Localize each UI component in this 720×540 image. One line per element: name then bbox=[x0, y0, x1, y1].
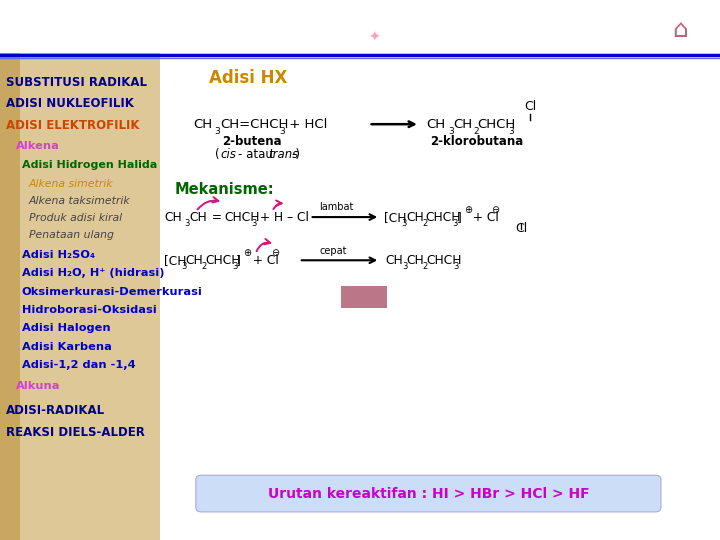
Text: ✦: ✦ bbox=[369, 31, 380, 45]
Text: Penataan ulang: Penataan ulang bbox=[29, 231, 114, 240]
Text: 3: 3 bbox=[452, 219, 457, 228]
Text: 2-butena: 2-butena bbox=[222, 135, 282, 148]
FancyBboxPatch shape bbox=[0, 0, 720, 61]
Text: SUBSTITUSI RADIKAL: SUBSTITUSI RADIKAL bbox=[6, 76, 147, 89]
Text: [CH: [CH bbox=[384, 211, 407, 224]
Text: Adisi Karbena: Adisi Karbena bbox=[22, 342, 112, 352]
Text: 2-klorobutana: 2-klorobutana bbox=[430, 135, 523, 148]
FancyBboxPatch shape bbox=[196, 475, 661, 512]
Text: ]: ] bbox=[456, 211, 462, 224]
Text: ADISI NUKLEOFILIK: ADISI NUKLEOFILIK bbox=[6, 97, 134, 110]
Text: trans: trans bbox=[269, 148, 299, 161]
Text: + H – Cl: + H – Cl bbox=[256, 211, 309, 224]
Text: 3: 3 bbox=[233, 262, 238, 271]
Text: Urutan kereaktifan : HI > HBr > HCl > HF: Urutan kereaktifan : HI > HBr > HCl > HF bbox=[268, 487, 589, 501]
Text: Produk adisi kiral: Produk adisi kiral bbox=[29, 213, 122, 223]
FancyBboxPatch shape bbox=[160, 53, 720, 540]
Text: Oksimerkurasi-Demerkurasi: Oksimerkurasi-Demerkurasi bbox=[22, 287, 202, 296]
Text: -): -) bbox=[292, 148, 301, 161]
Text: (: ( bbox=[215, 148, 219, 161]
Text: Alkuna: Alkuna bbox=[16, 381, 60, 390]
Text: Adisi-1,2 dan -1,4: Adisi-1,2 dan -1,4 bbox=[22, 360, 135, 370]
Text: ADISI ELEKTROFILIK: ADISI ELEKTROFILIK bbox=[6, 119, 139, 132]
Text: Alkena simetrik: Alkena simetrik bbox=[29, 179, 113, 188]
Text: CHCH: CHCH bbox=[477, 118, 516, 131]
Text: CHCH: CHCH bbox=[205, 254, 240, 267]
Text: ⊕: ⊕ bbox=[464, 205, 472, 214]
Text: CH: CH bbox=[164, 211, 182, 224]
Text: 3: 3 bbox=[449, 127, 454, 136]
Text: Cl: Cl bbox=[523, 100, 536, 113]
Text: Adisi HX: Adisi HX bbox=[209, 69, 287, 87]
Text: 2: 2 bbox=[202, 262, 207, 271]
Text: CHCH: CHCH bbox=[224, 211, 259, 224]
Text: CH: CH bbox=[189, 211, 207, 224]
Text: ]: ] bbox=[236, 254, 241, 267]
Text: CHCH: CHCH bbox=[426, 211, 461, 224]
Text: 2: 2 bbox=[474, 127, 480, 136]
Text: Adisi Hidrogen Halida: Adisi Hidrogen Halida bbox=[22, 160, 157, 170]
Text: Alkena taksimetrik: Alkena taksimetrik bbox=[29, 196, 130, 206]
Text: 2: 2 bbox=[422, 219, 427, 228]
Text: Adisi H₂O, H⁺ (hidrasi): Adisi H₂O, H⁺ (hidrasi) bbox=[22, 268, 164, 278]
Text: =: = bbox=[208, 211, 226, 224]
Text: lambat: lambat bbox=[319, 202, 354, 212]
Text: ⊖: ⊖ bbox=[271, 248, 279, 258]
Text: cis: cis bbox=[220, 148, 236, 161]
Text: 3: 3 bbox=[251, 219, 256, 228]
Text: 3: 3 bbox=[508, 127, 514, 136]
Text: - atau: - atau bbox=[238, 148, 276, 161]
Text: CH: CH bbox=[385, 254, 403, 267]
Text: + Cl: + Cl bbox=[469, 211, 499, 224]
FancyBboxPatch shape bbox=[341, 286, 387, 308]
Text: Mekanisme:: Mekanisme: bbox=[174, 181, 274, 197]
Text: 3: 3 bbox=[184, 219, 189, 228]
Text: Adisi Halogen: Adisi Halogen bbox=[22, 323, 110, 333]
Text: CH: CH bbox=[406, 211, 424, 224]
Text: 2: 2 bbox=[423, 262, 428, 271]
Text: 3: 3 bbox=[279, 127, 285, 136]
Text: + Cl: + Cl bbox=[249, 254, 279, 267]
Text: 3: 3 bbox=[181, 262, 186, 271]
Text: ⊖: ⊖ bbox=[491, 205, 499, 214]
Text: Alkena: Alkena bbox=[16, 141, 60, 151]
Text: [CH: [CH bbox=[164, 254, 186, 267]
Text: CH: CH bbox=[426, 118, 446, 131]
Text: 3: 3 bbox=[402, 262, 408, 271]
Text: 3: 3 bbox=[402, 219, 407, 228]
Text: REAKSI DIELS-ALDER: REAKSI DIELS-ALDER bbox=[6, 426, 145, 438]
Text: CH: CH bbox=[454, 118, 473, 131]
Text: ⌂: ⌂ bbox=[672, 18, 688, 42]
Text: cepat: cepat bbox=[320, 246, 347, 255]
Text: CH: CH bbox=[193, 118, 212, 131]
Text: 3: 3 bbox=[215, 127, 220, 136]
Text: ⊕: ⊕ bbox=[243, 248, 251, 258]
Text: ADISI-RADIKAL: ADISI-RADIKAL bbox=[6, 404, 105, 417]
Text: CH=CHCH: CH=CHCH bbox=[220, 118, 289, 131]
Text: 3: 3 bbox=[453, 262, 458, 271]
Text: CH: CH bbox=[407, 254, 425, 267]
FancyBboxPatch shape bbox=[0, 53, 20, 540]
FancyBboxPatch shape bbox=[0, 53, 160, 540]
Text: Adisi H₂SO₄: Adisi H₂SO₄ bbox=[22, 250, 94, 260]
Text: CH: CH bbox=[186, 254, 204, 267]
Text: Hidroborasi-Oksidasi: Hidroborasi-Oksidasi bbox=[22, 305, 156, 315]
Text: + HCl: + HCl bbox=[285, 118, 328, 131]
Text: CHCH: CHCH bbox=[426, 254, 462, 267]
Text: Cl: Cl bbox=[515, 222, 528, 235]
